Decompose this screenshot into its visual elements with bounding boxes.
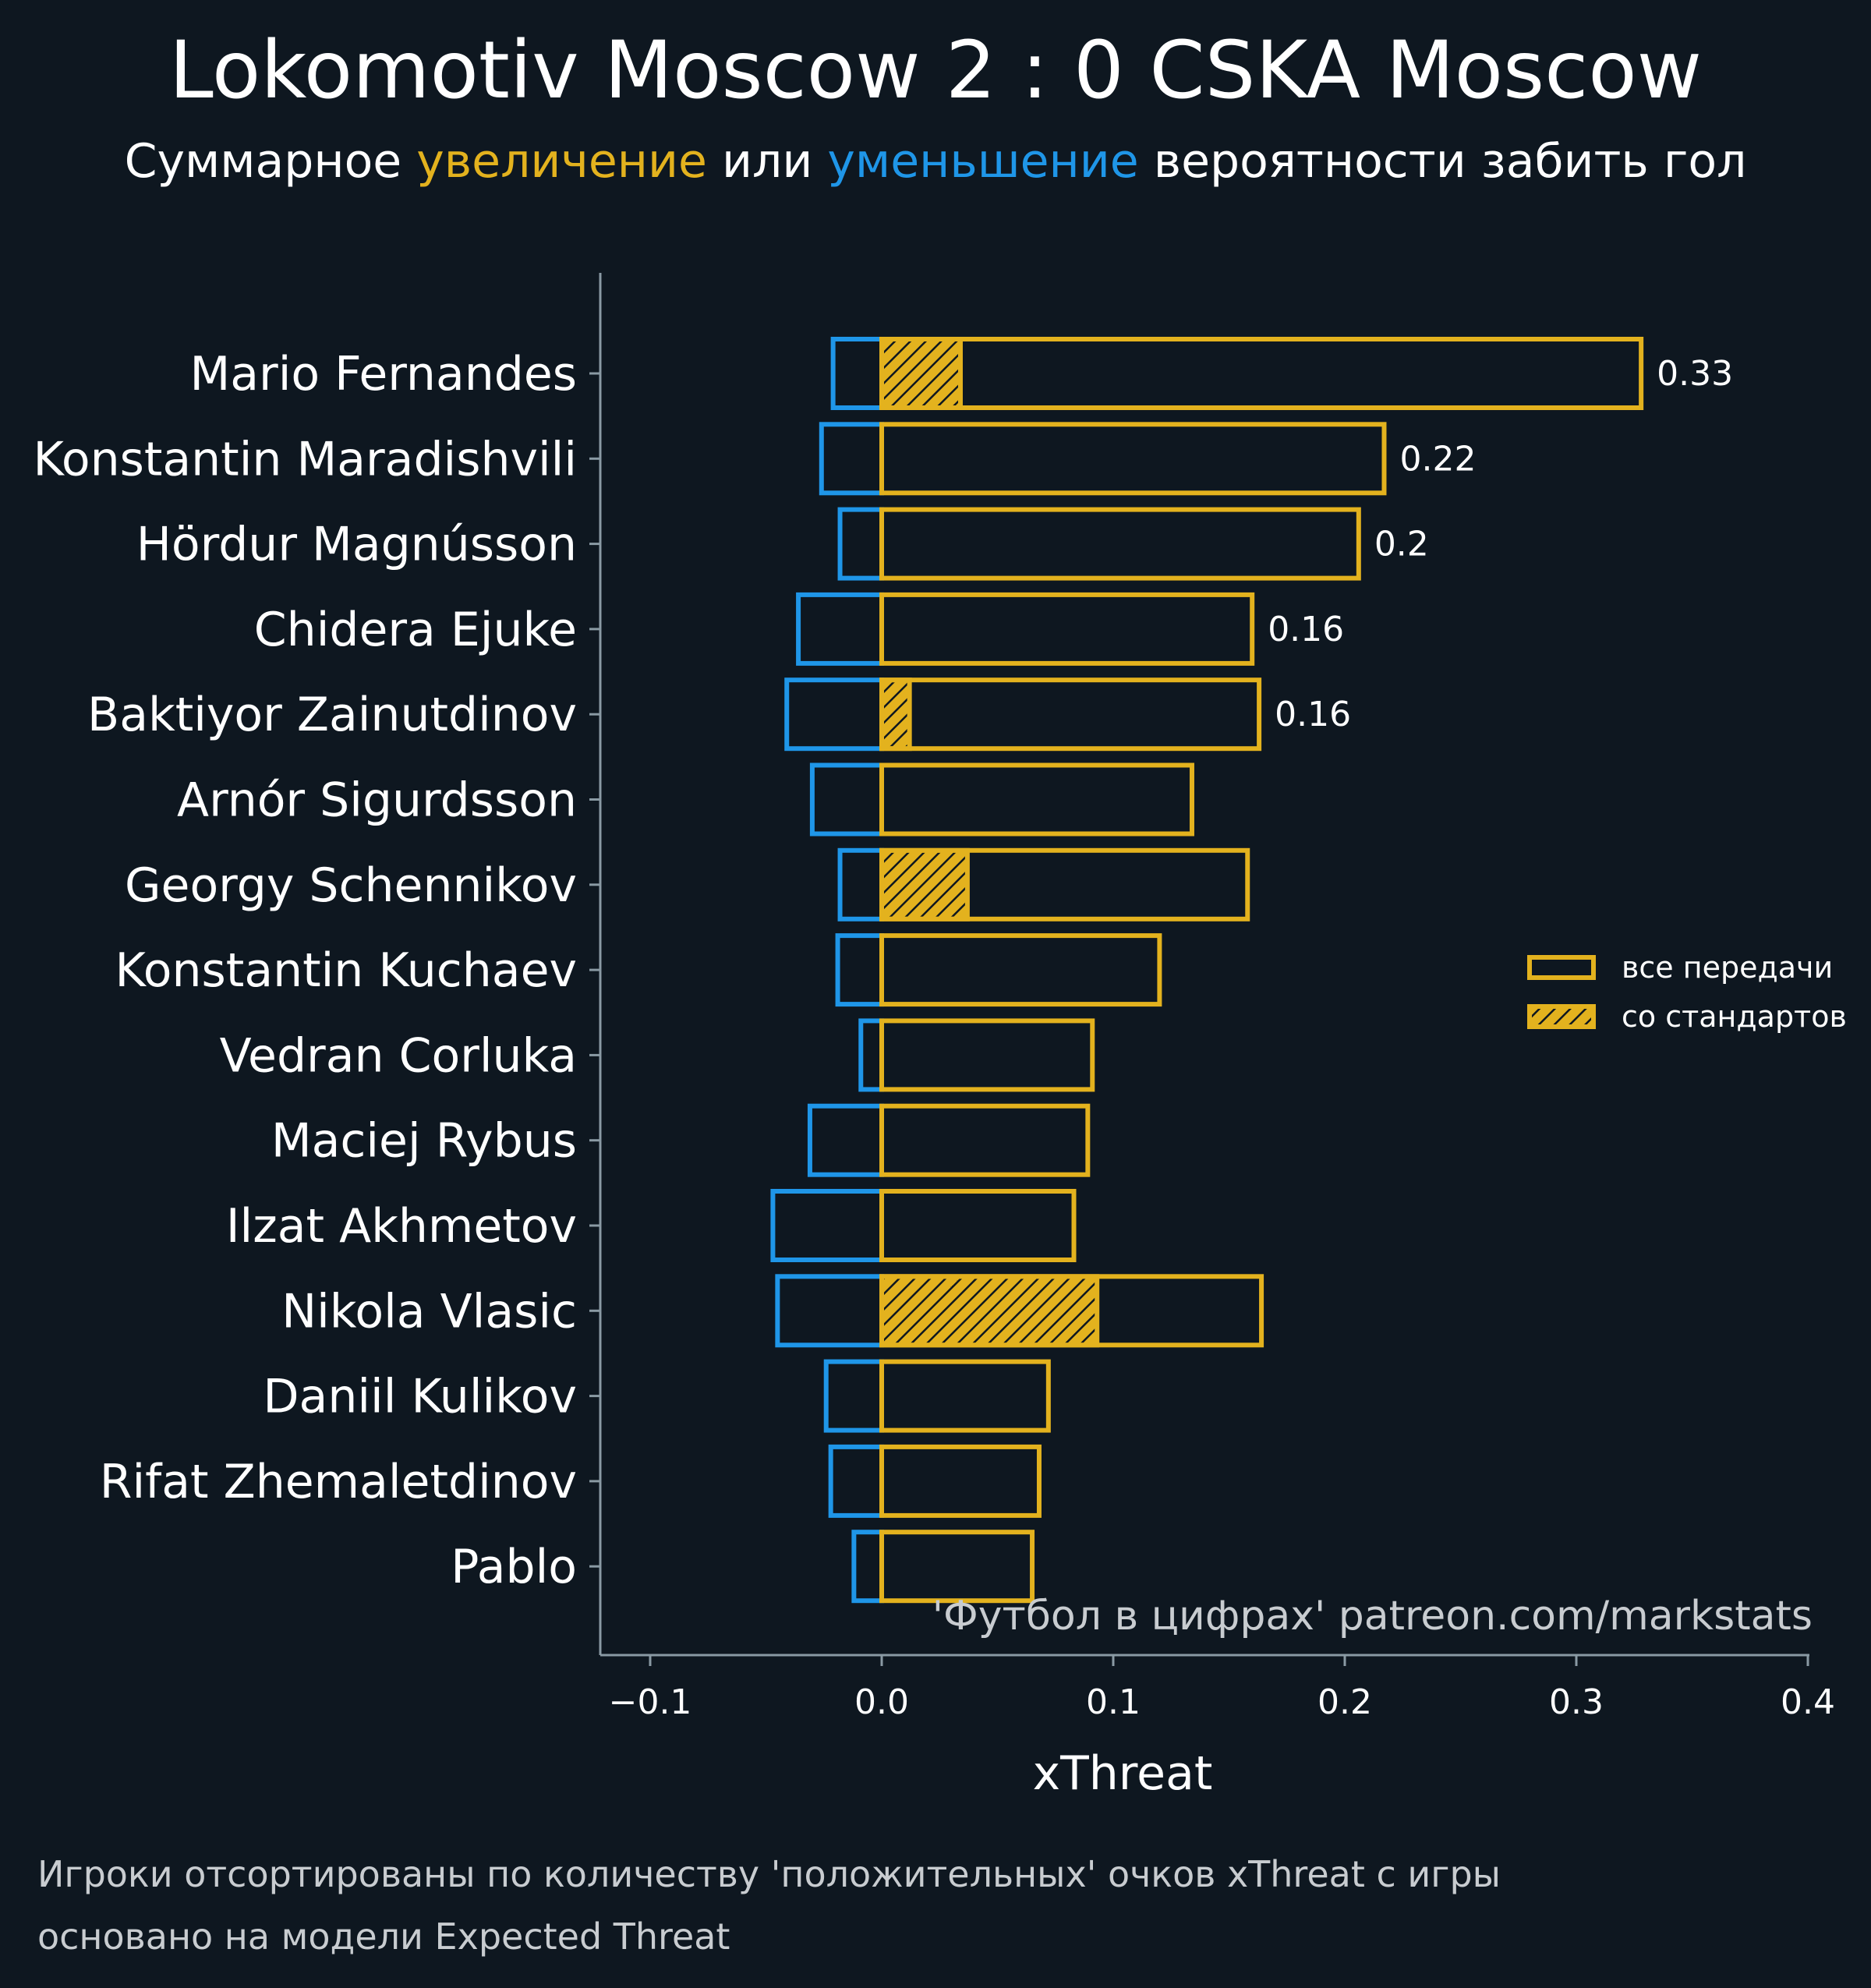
player-label: Konstantin Maradishvili: [34, 432, 578, 486]
x-axis-label: xThreat: [1033, 1746, 1213, 1801]
bar-positive: [879, 933, 1162, 1007]
bar-set-pieces: [879, 337, 963, 410]
bar-positive: [879, 337, 1644, 410]
x-tick-label: −0.1: [609, 1682, 692, 1722]
bar-positive: [879, 847, 1250, 921]
player-label: Nikola Vlasic: [281, 1284, 577, 1339]
x-tick-label: 0.1: [1086, 1682, 1141, 1722]
bar-positive: [879, 762, 1194, 837]
bar-negative: [837, 847, 885, 921]
credit: 'Футбол в цифрах' patreon.com/markstats: [932, 1593, 1813, 1640]
footnote-1: Игроки отсортированы по количеству 'поло…: [37, 1853, 1501, 1895]
value-label: 0.16: [1275, 695, 1351, 734]
legend-swatch-all: [1527, 955, 1596, 980]
bar-negative: [837, 507, 885, 581]
player-label: Hördur Magnússon: [136, 518, 577, 572]
player-label: Georgy Schennikov: [125, 858, 577, 913]
bar-negative: [858, 1018, 885, 1092]
x-tick-label: 0.2: [1317, 1682, 1372, 1722]
chart-subtitle: Суммарное увеличение или уменьшение веро…: [125, 134, 1747, 189]
legend-label-all: все передачи: [1622, 950, 1833, 985]
bar-negative: [770, 1189, 884, 1262]
bar-negative: [851, 1530, 884, 1604]
bar-positive: [879, 1359, 1051, 1433]
footnote-2: основано на модели Expected Threat: [37, 1915, 730, 1958]
bar-positive: [879, 1018, 1095, 1092]
bar-positive: [879, 1530, 1035, 1604]
chart-title: Lokomotiv Moscow 2 : 0 CSKA Moscow: [169, 24, 1702, 117]
x-tick-label: 0.4: [1781, 1682, 1835, 1722]
bar-negative: [828, 1444, 885, 1518]
bar-negative: [809, 762, 885, 837]
player-label: Ilzat Akhmetov: [226, 1199, 577, 1254]
bar-positive: [879, 422, 1387, 496]
plot-area: −0.1 0.0 0.1 0.2 0.3 0.4 Mario Fernandes 0.33 Ko…: [34, 273, 1847, 1722]
value-label: 0.16: [1268, 610, 1344, 649]
player-label: Baktiyor Zainutdinov: [87, 688, 577, 742]
bar-negative: [830, 337, 885, 410]
subtitle-increase: увеличение: [416, 134, 707, 189]
legend-label-set-pieces: со стандартов: [1622, 999, 1847, 1034]
legend: все передачи со стандартов: [1527, 950, 1847, 1034]
bar-negative: [835, 933, 884, 1007]
player-label: Pablo: [451, 1540, 577, 1594]
subtitle-decrease: уменьшение: [827, 134, 1138, 189]
bar-positive: [879, 1103, 1091, 1177]
subtitle-part3: вероятности забить гол: [1139, 134, 1747, 189]
x-tick-label: 0.0: [854, 1682, 909, 1722]
player-label: Mario Fernandes: [190, 347, 578, 401]
subtitle-part2: или: [707, 134, 827, 189]
bar-positive: [879, 677, 1262, 752]
player-label: Daniil Kulikov: [263, 1370, 577, 1424]
player-label: Konstantin Kuchaev: [115, 943, 577, 998]
player-label: Chidera Ejuke: [254, 603, 577, 657]
x-tick-label: 0.3: [1549, 1682, 1604, 1722]
value-label: 0.2: [1374, 525, 1429, 564]
player-label: Rifat Zhemaletdinov: [100, 1455, 577, 1509]
bar-negative: [775, 1274, 884, 1348]
bar-negative: [796, 592, 884, 666]
player-label: Vedran Corluka: [220, 1028, 577, 1083]
bar-positive: [879, 1444, 1042, 1518]
subtitle-part1: Суммарное: [125, 134, 417, 189]
legend-swatch-set-pieces: [1527, 1004, 1596, 1029]
bar-positive: [879, 592, 1255, 666]
bar-set-pieces: [879, 677, 912, 752]
bar-positive: [879, 1189, 1077, 1262]
bar-positive: [879, 507, 1361, 581]
player-label: Arnór Sigurdsson: [177, 773, 577, 828]
bar-negative: [784, 677, 884, 752]
bar-positive: [879, 1274, 1264, 1348]
player-label: Maciej Rybus: [271, 1114, 577, 1169]
bar-set-pieces: [879, 847, 970, 921]
value-label: 0.22: [1399, 439, 1476, 479]
value-label: 0.33: [1657, 354, 1733, 394]
bar-set-pieces: [879, 1274, 1100, 1348]
bar-negative: [819, 422, 885, 496]
bar-negative: [823, 1359, 884, 1433]
bar-negative: [807, 1103, 885, 1177]
